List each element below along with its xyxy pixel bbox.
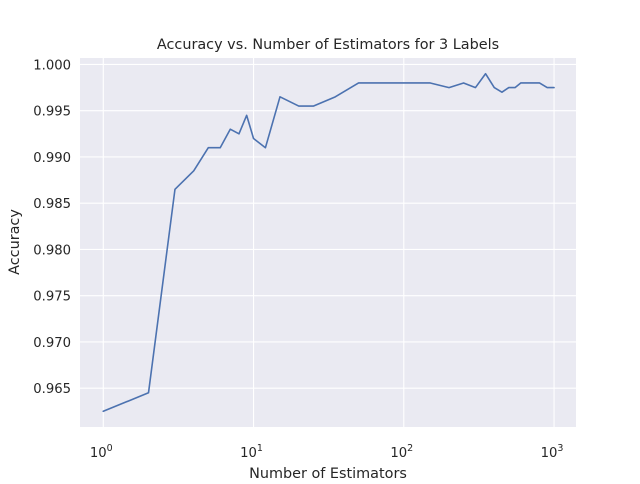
x-tick-label: 103 [541, 443, 564, 461]
y-tick-label: 0.980 [33, 243, 71, 258]
y-tick-label: 0.970 [33, 336, 71, 351]
y-tick-labels: 0.965 0.970 0.975 0.980 0.985 0.990 0.995 1.000 [33, 58, 71, 397]
y-tick-label: 0.995 [33, 105, 71, 120]
y-tick-label: 1.000 [33, 58, 71, 73]
y-tick-label: 0.990 [33, 151, 71, 166]
series-layer [102, 72, 555, 413]
accuracy-line [102, 72, 555, 413]
grid-lines [80, 58, 576, 427]
x-tick-labels: 100 101 102 103 [90, 443, 564, 461]
plot-background [80, 58, 576, 427]
x-axis-label: Number of Estimators [249, 466, 407, 480]
y-tick-label: 0.985 [33, 197, 71, 212]
x-tick-label: 100 [90, 443, 113, 461]
y-tick-label: 0.975 [33, 290, 71, 305]
chart-title: Accuracy vs. Number of Estimators for 3 … [157, 37, 499, 53]
y-tick-label: 0.965 [33, 382, 71, 397]
y-axis-label: Accuracy [7, 209, 23, 275]
x-tick-label: 101 [240, 443, 263, 461]
x-tick-label: 102 [390, 443, 413, 461]
